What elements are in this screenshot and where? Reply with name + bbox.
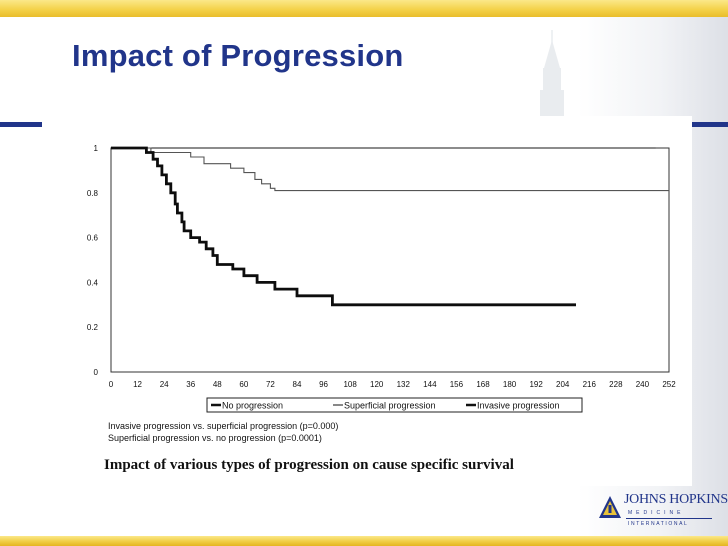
x-tick-label: 0: [109, 380, 114, 389]
x-tick-label: 240: [636, 380, 650, 389]
x-tick-label: 204: [556, 380, 570, 389]
logo-name: JOHNS HOPKINS: [624, 492, 728, 507]
series-line-3: [111, 146, 576, 307]
title-rule-left: [0, 122, 42, 127]
y-tick-label: 0.8: [87, 189, 99, 198]
shield-icon: [599, 496, 621, 518]
x-tick-label: 180: [503, 380, 517, 389]
x-tick-label: 72: [266, 380, 275, 389]
slide-title: Impact of Progression: [72, 38, 404, 73]
y-tick-label: 1: [94, 144, 99, 153]
pvalue-note-1: Invasive progression vs. superficial pro…: [108, 421, 339, 431]
legend-box: [206, 397, 583, 413]
x-tick-label: 108: [343, 380, 357, 389]
survival-chart: 0 0.2 0.4 0.6 0.8 1 0 12 24 36 48 60 72 84 96 108 120 132…: [87, 144, 676, 413]
plot-frame: [110, 147, 670, 373]
x-tick-label: 228: [609, 380, 623, 389]
title-rule-right: [692, 122, 728, 127]
y-tick-label: 0.6: [87, 234, 99, 243]
figure-scan: 0 0.2 0.4 0.6 0.8 1 0 12 24 36 48 60 72 84 96 108 120 132…: [72, 116, 692, 486]
y-tick-label: 0.2: [87, 323, 99, 332]
x-tick-label: 120: [370, 380, 384, 389]
x-tick-label: 48: [213, 380, 222, 389]
chapel-tower-watermark: [540, 30, 564, 120]
figure-caption: Impact of various types of progression o…: [104, 457, 514, 473]
x-tick-label: 252: [662, 380, 676, 389]
series-line-2: [111, 147, 669, 192]
bottom-accent-band: [0, 536, 728, 546]
x-tick-label: 156: [450, 380, 464, 389]
y-tick-label: 0: [94, 368, 99, 377]
johns-hopkins-logo: JOHNS HOPKINS MEDICINE INTERNATIONAL: [598, 490, 728, 530]
legend-label: No progression: [222, 401, 283, 411]
x-tick-label: 96: [319, 380, 328, 389]
x-tick-label: 132: [397, 380, 411, 389]
y-tick-label: 0.4: [87, 278, 99, 287]
x-tick-label: 60: [239, 380, 248, 389]
logo-divider: [626, 518, 712, 519]
logo-medicine: MEDICINE: [628, 510, 685, 516]
top-accent-band: [0, 0, 728, 17]
x-tick-label: 144: [423, 380, 437, 389]
pvalue-note-2: Superficial progression vs. no progressi…: [108, 433, 322, 443]
x-tick-label: 216: [583, 380, 597, 389]
x-tick-label: 36: [186, 380, 195, 389]
x-tick-label: 168: [476, 380, 490, 389]
x-tick-label: 84: [293, 380, 302, 389]
logo-international: INTERNATIONAL: [628, 521, 689, 527]
legend-label: Invasive progression: [477, 401, 560, 411]
legend-label: Superficial progression: [344, 401, 436, 411]
x-tick-label: 12: [133, 380, 142, 389]
x-tick-label: 24: [160, 380, 169, 389]
x-tick-label: 192: [529, 380, 543, 389]
